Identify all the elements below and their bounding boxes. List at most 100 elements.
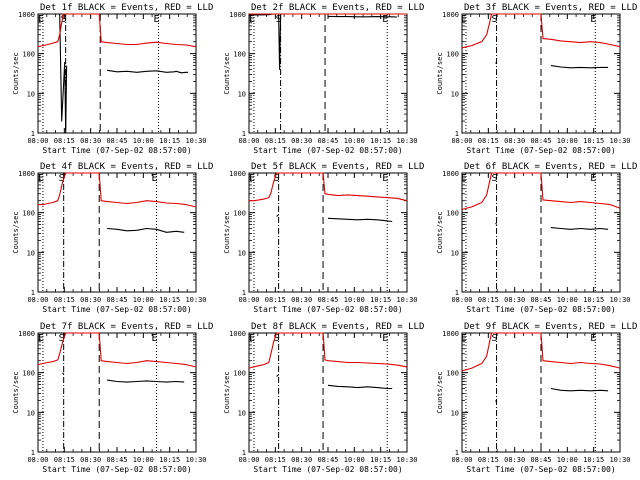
x-tick-label: 08:45	[530, 137, 551, 145]
events-series-line	[62, 221, 185, 233]
detector-panel: Det 1f BLACK = Events, RED = LLD 1 10 100 10…	[12, 3, 213, 155]
marker-letter: S	[492, 333, 498, 344]
y-tick-label: 1	[242, 449, 246, 457]
x-tick-label: 10:15	[583, 296, 604, 304]
y-tick-label: 100	[446, 210, 459, 218]
marker-letter: E	[249, 14, 255, 25]
x-tick-label: 08:00	[451, 296, 472, 304]
marker-letter: E	[382, 173, 388, 184]
marker-letter: E	[38, 333, 44, 344]
plot-frame	[248, 13, 408, 134]
panel-title: Det 4f BLACK = Events, RED = LLD	[40, 162, 213, 172]
y-tick-label: 1	[242, 289, 246, 297]
y-tick-label: 1000	[442, 11, 459, 19]
y-tick-label: 100	[233, 210, 246, 218]
plot-frame	[37, 172, 197, 293]
y-tick-label: 100	[233, 370, 246, 378]
x-tick-label: 08:00	[238, 456, 259, 464]
marker-letter: S	[274, 173, 280, 184]
lld-series-line	[461, 13, 621, 49]
marker-letter: E	[461, 333, 467, 344]
plot-frame	[248, 332, 408, 453]
x-tick-label: 08:15	[265, 296, 286, 304]
y-tick-label: 1	[31, 449, 35, 457]
marker-letter: S	[274, 333, 280, 344]
x-tick-label: 08:30	[504, 296, 525, 304]
y-axis-label: Counts/sec	[223, 371, 231, 413]
y-tick-label: 100	[22, 370, 35, 378]
y-tick-label: 1000	[442, 170, 459, 178]
x-tick-label: 08:45	[317, 456, 338, 464]
x-tick-label: 08:30	[504, 456, 525, 464]
x-tick-label: 10:30	[609, 137, 630, 145]
events-series-line	[495, 387, 609, 403]
x-axis-label: Start Time (07-Sep-02 08:57:00)	[253, 305, 402, 314]
x-tick-label: 10:30	[185, 456, 206, 464]
y-axis-label: Counts/sec	[223, 211, 231, 253]
x-tick-label: 08:45	[530, 456, 551, 464]
marker-letter: E	[590, 173, 596, 184]
x-tick-label: 08:00	[238, 137, 259, 145]
y-tick-label: 1000	[442, 330, 459, 338]
plot-frame	[37, 332, 197, 453]
x-tick-label: 10:00	[344, 296, 365, 304]
x-tick-label: 08:00	[27, 137, 48, 145]
x-tick-label: 08:00	[238, 296, 259, 304]
plot-frame	[248, 172, 408, 293]
y-tick-label: 100	[22, 210, 35, 218]
y-tick-label: 1000	[229, 330, 246, 338]
y-tick-label: 1	[31, 130, 35, 138]
marker-letter: E	[249, 333, 255, 344]
y-tick-label: 10	[238, 249, 246, 257]
detector-panel: Det 8f BLACK = Events, RED = LLD 1 10 100 10…	[223, 322, 424, 474]
x-tick-label: 10:30	[609, 296, 630, 304]
x-tick-label: 08:00	[451, 456, 472, 464]
lld-series-line	[38, 172, 197, 208]
x-tick-label: 10:30	[396, 296, 417, 304]
events-series-line	[38, 13, 189, 134]
x-tick-label: 10:15	[583, 456, 604, 464]
x-tick-label: 10:00	[557, 137, 578, 145]
lld-series-line	[461, 332, 621, 372]
marker-letter: E	[249, 173, 255, 184]
x-axis-label: Start Time (07-Sep-02 08:57:00)	[42, 146, 191, 155]
x-tick-label: 08:45	[317, 296, 338, 304]
detector-panel: Det 6f BLACK = Events, RED = LLD 1 10 100 10…	[436, 162, 637, 314]
marker-letter: S	[492, 173, 498, 184]
x-tick-label: 08:15	[478, 456, 499, 464]
x-axis-label: Start Time (07-Sep-02 08:57:00)	[253, 465, 402, 474]
x-tick-label: 10:15	[370, 296, 391, 304]
x-tick-label: 08:45	[106, 296, 127, 304]
x-tick-label: 10:00	[557, 296, 578, 304]
y-tick-label: 100	[446, 51, 459, 59]
panel-title: Det 7f BLACK = Events, RED = LLD	[40, 322, 213, 332]
marker-letter: S	[59, 173, 65, 184]
y-tick-label: 1000	[18, 11, 35, 19]
events-series-line	[276, 374, 393, 390]
detector-panel: Det 3f BLACK = Events, RED = LLD 1 10 100 10…	[436, 3, 637, 155]
x-tick-label: 10:30	[396, 456, 417, 464]
x-tick-label: 08:15	[54, 456, 75, 464]
panel-title: Det 5f BLACK = Events, RED = LLD	[251, 162, 424, 172]
x-tick-label: 08:30	[291, 137, 312, 145]
x-axis-label: Start Time (07-Sep-02 08:57:00)	[253, 146, 402, 155]
marker-letter: E	[151, 333, 157, 344]
y-tick-label: 1	[455, 449, 459, 457]
y-tick-label: 100	[446, 370, 459, 378]
x-tick-label: 08:00	[27, 456, 48, 464]
x-tick-label: 10:15	[370, 137, 391, 145]
y-axis-label: Counts/sec	[436, 371, 444, 413]
y-tick-label: 100	[233, 51, 246, 59]
marker-letter: E	[38, 173, 44, 184]
y-tick-label: 10	[27, 90, 35, 98]
x-axis-label: Start Time (07-Sep-02 08:57:00)	[466, 305, 615, 314]
marker-letter: E	[590, 14, 596, 25]
y-axis-label: Counts/sec	[436, 52, 444, 94]
x-tick-label: 08:00	[451, 137, 472, 145]
events-series-line	[495, 62, 609, 69]
y-axis-label: Counts/sec	[12, 211, 20, 253]
detector-panel: Det 4f BLACK = Events, RED = LLD 1 10 100 10…	[12, 162, 213, 314]
marker-letter: E	[151, 173, 157, 184]
y-axis-label: Counts/sec	[12, 371, 20, 413]
